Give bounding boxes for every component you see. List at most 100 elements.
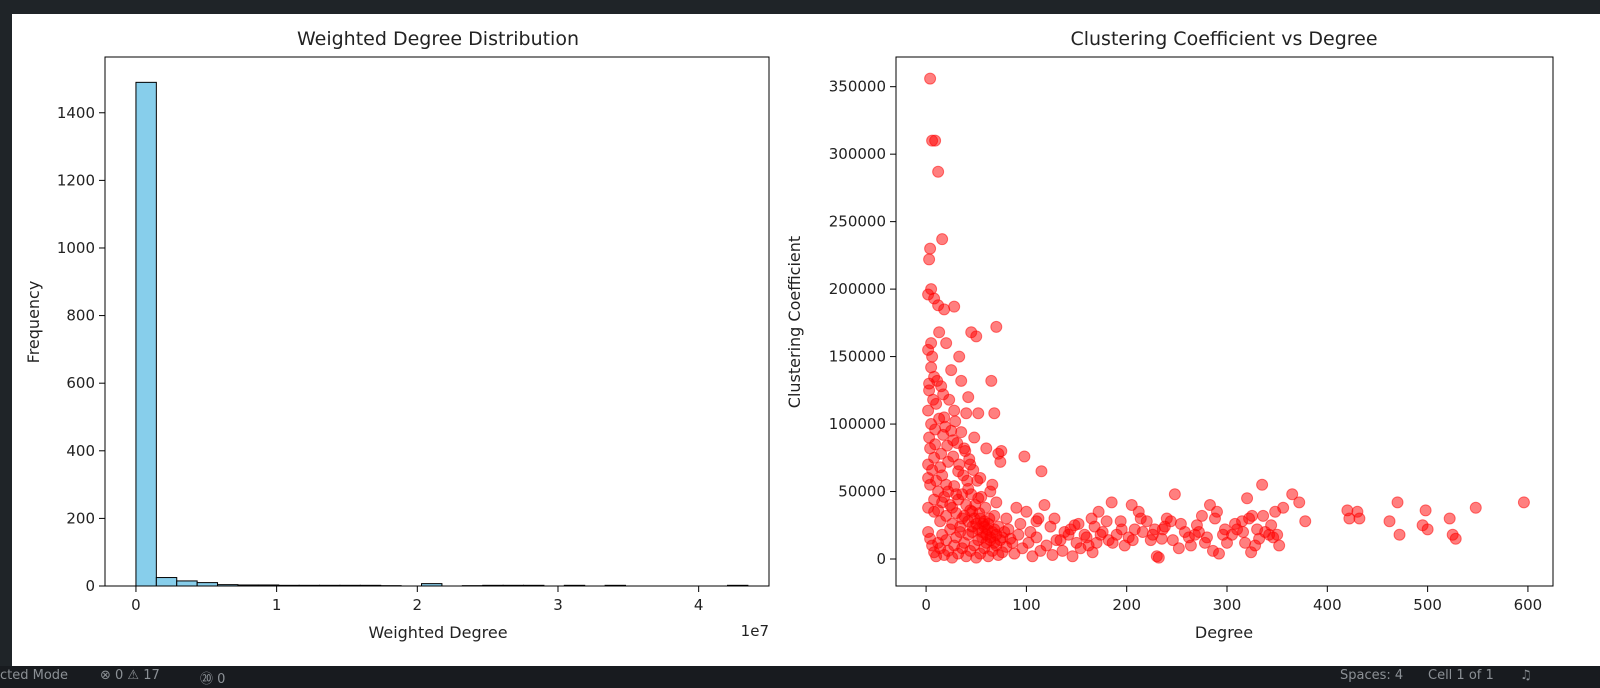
scatter-point bbox=[1517, 496, 1530, 509]
scatter-point bbox=[970, 330, 983, 343]
scatter-point bbox=[948, 404, 961, 417]
scatter-x-tick-label: 600 bbox=[1514, 596, 1543, 614]
problems-indicator[interactable]: ⊗ 0 ⚠ 17 bbox=[100, 668, 160, 683]
scatter-point bbox=[990, 496, 1003, 509]
scatter-point bbox=[960, 407, 973, 420]
cell-indicator[interactable]: Cell 1 of 1 bbox=[1428, 668, 1494, 683]
scatter-x-tick-label: 500 bbox=[1413, 596, 1442, 614]
scatter-point bbox=[955, 426, 968, 439]
scatter-point bbox=[1018, 450, 1031, 463]
scatter-point bbox=[1383, 515, 1396, 528]
scatter-point bbox=[1066, 550, 1079, 563]
scatter-y-tick-label: 300000 bbox=[829, 145, 886, 163]
histogram-y-tick-label: 400 bbox=[66, 442, 95, 460]
scatter-x-tick-label: 400 bbox=[1313, 596, 1342, 614]
scatter-point bbox=[1449, 532, 1462, 545]
scatter-point bbox=[924, 442, 937, 455]
scatter-point bbox=[927, 393, 940, 406]
scatter-point bbox=[940, 337, 953, 350]
histogram-x-tick-label: 1 bbox=[272, 596, 282, 614]
scatter-point bbox=[984, 485, 997, 498]
scatter-point bbox=[1241, 492, 1254, 505]
scatter-point bbox=[979, 501, 992, 514]
scatter-point bbox=[988, 407, 1001, 420]
scatter-point bbox=[931, 374, 944, 387]
histogram-y-tick-label: 800 bbox=[66, 307, 95, 325]
scatter-point bbox=[1082, 539, 1095, 552]
scatter-point bbox=[1032, 512, 1045, 525]
scatter-point bbox=[1014, 517, 1027, 530]
scatter-point bbox=[1040, 539, 1053, 552]
scatter-point bbox=[1152, 551, 1165, 564]
scatter-point bbox=[938, 303, 951, 316]
scatter-point bbox=[1106, 536, 1119, 549]
scatter-point bbox=[962, 391, 975, 404]
scatter-point bbox=[972, 407, 985, 420]
scatter-point bbox=[943, 393, 956, 406]
scatter-point bbox=[1229, 517, 1242, 530]
scatter-point bbox=[925, 361, 938, 374]
scatter-y-tick-label: 250000 bbox=[829, 213, 886, 231]
histogram-axes-frame bbox=[104, 56, 770, 587]
scatter-point bbox=[929, 423, 942, 436]
histogram-x-offset-label: 1e7 bbox=[741, 622, 769, 640]
scatter-point bbox=[1353, 512, 1366, 525]
scatter-point bbox=[1088, 520, 1101, 533]
histogram-x-tick-label: 2 bbox=[413, 596, 423, 614]
scatter-point bbox=[1092, 505, 1105, 518]
scatter-point bbox=[948, 300, 961, 313]
scatter-point bbox=[935, 447, 948, 460]
spaces-indicator[interactable]: Spaces: 4 bbox=[1340, 668, 1404, 683]
scatter-x-label: Degree bbox=[1195, 623, 1253, 642]
scatter-point bbox=[1020, 505, 1033, 518]
figure-background bbox=[12, 14, 1600, 666]
scatter-point bbox=[992, 520, 1005, 533]
scatter-point bbox=[1419, 504, 1432, 517]
scatter-point bbox=[1195, 509, 1208, 522]
scatter-title: Clustering Coefficient vs Degree bbox=[1070, 28, 1377, 50]
scatter-point bbox=[949, 415, 962, 428]
scatter-y-tick-label: 350000 bbox=[829, 78, 886, 96]
scatter-y-tick-label: 100000 bbox=[829, 415, 886, 433]
scatter-point bbox=[1293, 496, 1306, 509]
scatter-point bbox=[933, 412, 946, 425]
scatter-point bbox=[1105, 496, 1118, 509]
scatter-point bbox=[941, 439, 954, 452]
scatter-point bbox=[1267, 531, 1280, 544]
scatter-point bbox=[961, 474, 974, 487]
scatter-point bbox=[1237, 526, 1250, 539]
scatter-point bbox=[1094, 528, 1107, 541]
scatter-point bbox=[1024, 526, 1037, 539]
status-bar: cted Mode ⊗ 0 ⚠ 17 ⑳ 0 Spaces: 4 Cell 1 … bbox=[0, 666, 1600, 688]
scatter-point bbox=[1168, 488, 1181, 501]
scatter-point bbox=[1469, 501, 1482, 514]
scatter-point bbox=[924, 242, 937, 255]
scatter-point bbox=[963, 453, 976, 466]
figure-svg: Weighted Degree Distribution 02004006008… bbox=[24, 28, 1554, 642]
scatter-point bbox=[1208, 512, 1221, 525]
histogram-y-tick-label: 200 bbox=[66, 509, 95, 527]
scatter-point bbox=[1265, 519, 1278, 532]
scatter-point bbox=[1002, 523, 1015, 536]
scatter-x-tick-label: 300 bbox=[1213, 596, 1242, 614]
scatter-point bbox=[1286, 488, 1299, 501]
restricted-mode-indicator[interactable]: cted Mode bbox=[0, 668, 69, 683]
scatter-y-ticks: 0 50000 100000 150000 200000 250000 300000 3500… bbox=[829, 78, 896, 568]
scatter-point bbox=[1239, 536, 1252, 549]
scatter-point bbox=[1166, 534, 1179, 547]
scatter-point bbox=[955, 374, 968, 387]
scatter-point bbox=[968, 431, 981, 444]
scatter-point bbox=[947, 450, 960, 463]
scatter-point bbox=[990, 320, 1003, 333]
histogram-x-ticks: 0 1 2 3 4 bbox=[131, 586, 703, 614]
scatter-point bbox=[996, 531, 1009, 544]
scatter-point bbox=[936, 233, 949, 246]
scatter-point bbox=[1044, 520, 1057, 533]
scatter-point bbox=[922, 404, 935, 417]
scatter-point bbox=[924, 72, 937, 85]
bell-icon[interactable]: ♫ bbox=[1520, 668, 1532, 683]
scatter-y-tick-label: 0 bbox=[876, 550, 886, 568]
scatter-point bbox=[953, 458, 966, 471]
ports-indicator[interactable]: ⑳ 0 bbox=[200, 672, 226, 687]
scatter-point bbox=[1200, 531, 1213, 544]
